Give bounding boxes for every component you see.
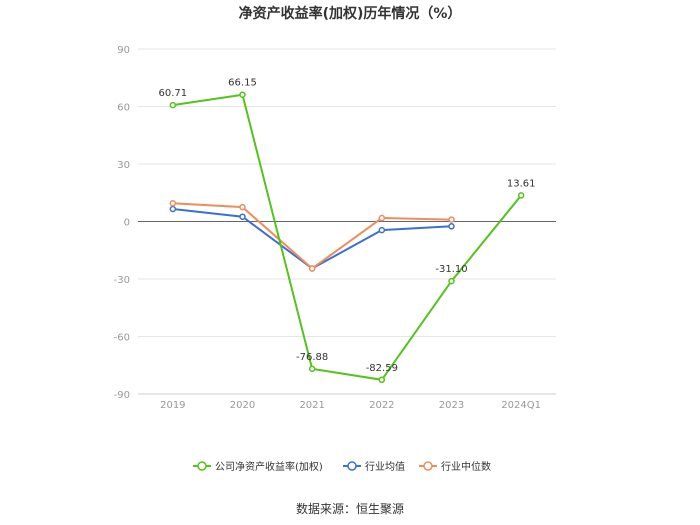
data-point [239, 91, 246, 98]
legend-label: 公司净资产收益率(加权) [215, 460, 323, 473]
data-point [239, 203, 246, 211]
legend-item: 行业中位数 [419, 460, 491, 473]
data-point [308, 365, 316, 373]
legend-label: 行业中位数 [441, 460, 491, 473]
data-point [169, 205, 177, 213]
x-tick-label: 2020 [230, 400, 255, 411]
data-point [517, 192, 525, 199]
series-lines [169, 91, 525, 384]
source-note: 数据来源：恒生聚源 [295, 502, 404, 516]
data-labels: 60.71 66.15 -76.88 -82.59 -31.10 13.61 [159, 78, 536, 374]
legend-swatch-marker [197, 461, 207, 471]
data-label: 66.15 [228, 78, 257, 89]
data-point [448, 216, 455, 223]
chart-title: 净资产收益率(加权)历年情况（%） [238, 6, 462, 22]
x-tick-label: 2019 [160, 400, 185, 411]
legend-label: 行业均值 [365, 460, 405, 473]
x-tick-label: 2023 [439, 400, 464, 411]
x-tick-label: 2021 [299, 400, 324, 411]
axes: 90 60 30 0 -30 -60 -90 2019 2020 2021 2022 2023 2024… [114, 45, 556, 411]
legend-item: 行业均值 [343, 460, 405, 473]
data-point [378, 376, 386, 384]
legend-swatch-marker [347, 461, 357, 471]
x-tick-label: 2022 [369, 400, 394, 411]
data-label: -76.88 [296, 352, 328, 363]
data-point [169, 200, 177, 207]
data-point [239, 213, 246, 220]
y-tick-label: 90 [117, 45, 130, 56]
y-tick-label: 30 [117, 160, 130, 171]
legend: 公司净资产收益率(加权) 行业均值 行业中位数 [193, 460, 491, 473]
series-line [172, 93, 522, 381]
legend-item: 公司净资产收益率(加权) [193, 460, 323, 473]
y-tick-label: 60 [117, 103, 130, 114]
y-tick-label: -30 [114, 275, 130, 286]
data-label: -82.59 [366, 363, 398, 374]
data-label: -31.10 [435, 264, 467, 275]
data-point [378, 214, 386, 222]
data-label: 60.71 [159, 88, 188, 99]
y-tick-label: -90 [114, 390, 130, 401]
data-point [378, 226, 386, 234]
data-point [308, 265, 316, 272]
y-tick-label: -60 [114, 333, 130, 344]
y-tick-label: 0 [124, 218, 130, 229]
data-point [448, 277, 455, 285]
legend-swatch-marker [423, 461, 433, 471]
x-tick-label: 2024Q1 [501, 400, 541, 411]
data-label: 13.61 [507, 178, 536, 189]
data-point [169, 101, 177, 109]
data-point [448, 223, 455, 230]
